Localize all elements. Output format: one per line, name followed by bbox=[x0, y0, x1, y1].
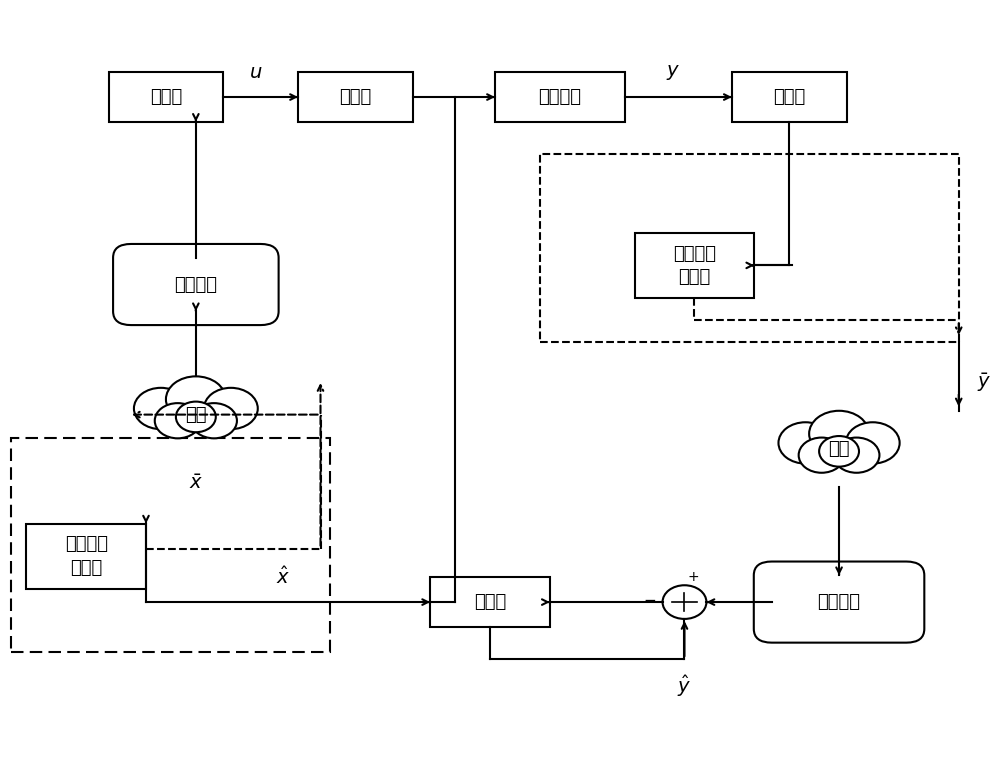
Text: 执行器: 执行器 bbox=[339, 88, 372, 106]
Text: 观测器: 观测器 bbox=[474, 593, 506, 611]
Text: 控制器: 控制器 bbox=[150, 88, 182, 106]
Text: 传感器: 传感器 bbox=[773, 88, 805, 106]
Bar bbox=[732, 72, 847, 122]
Circle shape bbox=[155, 403, 201, 439]
Text: −: − bbox=[643, 593, 656, 608]
Text: 第一事件
发生器: 第一事件 发生器 bbox=[673, 244, 716, 286]
Text: 被控对象: 被控对象 bbox=[538, 88, 581, 106]
Text: 数据中心: 数据中心 bbox=[174, 276, 217, 293]
Circle shape bbox=[204, 388, 258, 429]
Circle shape bbox=[799, 438, 845, 473]
Text: 网络: 网络 bbox=[185, 406, 207, 424]
FancyBboxPatch shape bbox=[113, 244, 279, 325]
Circle shape bbox=[663, 585, 706, 619]
Bar bbox=[430, 578, 550, 627]
Circle shape bbox=[846, 422, 900, 464]
Circle shape bbox=[191, 403, 237, 439]
Circle shape bbox=[834, 438, 879, 473]
Text: 第二事件
发生器: 第二事件 发生器 bbox=[65, 535, 108, 577]
Circle shape bbox=[134, 388, 188, 429]
Bar bbox=[495, 72, 625, 122]
Text: $y$: $y$ bbox=[666, 63, 680, 81]
Bar bbox=[540, 154, 959, 342]
Text: $\bar{y}$: $\bar{y}$ bbox=[977, 371, 991, 394]
Circle shape bbox=[166, 376, 226, 422]
Text: +: + bbox=[687, 571, 699, 584]
Text: $\bar{x}$: $\bar{x}$ bbox=[189, 475, 203, 493]
Bar bbox=[11, 438, 330, 652]
Bar bbox=[109, 72, 223, 122]
Circle shape bbox=[176, 402, 216, 432]
Text: 数据中心: 数据中心 bbox=[818, 593, 861, 611]
Text: 网络: 网络 bbox=[828, 440, 850, 458]
Circle shape bbox=[809, 411, 869, 457]
Bar bbox=[635, 233, 754, 298]
FancyBboxPatch shape bbox=[754, 561, 924, 643]
Text: $u$: $u$ bbox=[249, 63, 262, 81]
Bar bbox=[298, 72, 413, 122]
Text: $\hat{x}$: $\hat{x}$ bbox=[276, 566, 290, 588]
Bar bbox=[26, 524, 146, 589]
Circle shape bbox=[778, 422, 832, 464]
Circle shape bbox=[819, 436, 859, 467]
Text: $\hat{y}$: $\hat{y}$ bbox=[677, 673, 692, 699]
